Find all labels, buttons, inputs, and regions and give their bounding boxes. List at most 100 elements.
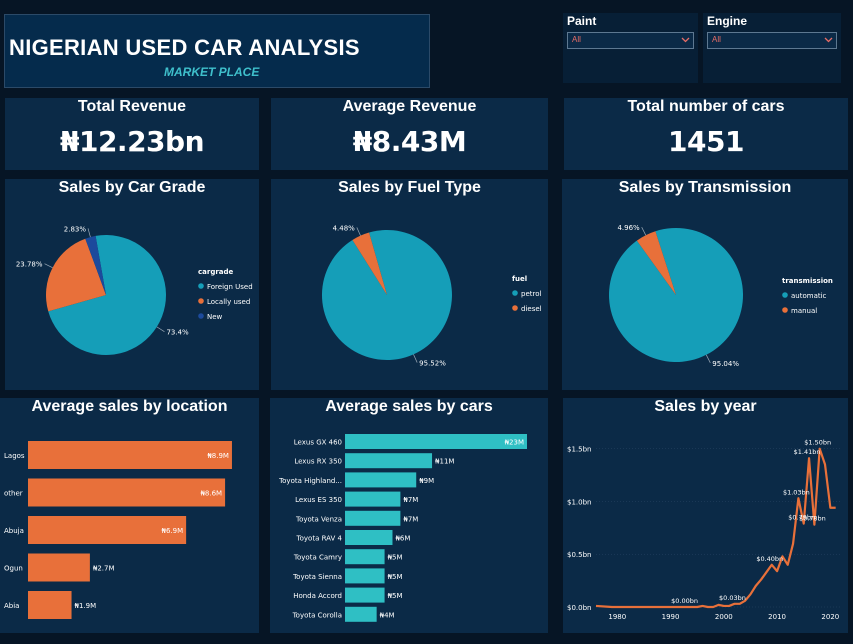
pie-value-label-new: 2.83% — [64, 225, 87, 233]
bar-toyota-camry — [345, 549, 385, 565]
bar-lexus-es-350 — [345, 491, 401, 507]
bar-lexus-gx-460 — [345, 434, 527, 449]
chevron-down-icon — [681, 37, 690, 43]
bar-honda-accord — [345, 587, 385, 603]
bar-toyota-sienna — [345, 568, 385, 584]
point-label: $0.78bn — [799, 515, 826, 523]
bar-category-toyota-camry: Toyota Camry — [293, 554, 342, 562]
pie-slice-petrol — [321, 230, 452, 361]
bar-ogun — [28, 553, 90, 582]
engine-slicer: Engine All — [703, 13, 841, 83]
bar-toyota-corolla — [345, 606, 377, 622]
kpi-average-revenue-label: Average Revenue — [342, 98, 477, 115]
legend-label-diesel: diesel — [521, 305, 542, 313]
bar-value-label-toyota-rav-4: ₦6M — [395, 535, 410, 543]
paint-dropdown-value: All — [572, 35, 581, 44]
paint-slicer: Paint All — [563, 13, 698, 83]
kpi-total-revenue-value: ₦12.23bn — [59, 125, 205, 158]
legend-label-automatic: automatic — [791, 292, 827, 300]
bar-category-other: other — [4, 490, 23, 498]
paint-slicer-label: Paint — [567, 14, 597, 28]
bar-category-lexus-gx-460: Lexus GX 460 — [294, 439, 342, 447]
pie-value-label-locally-used: 23.78% — [16, 261, 43, 269]
location-chart-title: Average sales by location — [31, 398, 228, 415]
year-line-chart: $0.0bn $0.5bn $1.0bn $1.5bn 1980 1990 2000 2010… — [567, 439, 841, 621]
bar-category-lexus-rx-350: Lexus RX 350 — [294, 458, 342, 466]
chevron-down-icon — [824, 37, 833, 43]
engine-dropdown-value: All — [712, 35, 721, 44]
engine-dropdown[interactable]: All — [707, 32, 837, 49]
location-bar-panel: Average sales by location Lagos ₦8.9M othe… — [0, 398, 259, 633]
kpi-total-cars-label: Total number of cars — [627, 98, 785, 115]
bar-category-toyota-highland-: Toyota Highland... — [278, 477, 342, 485]
pie-slice-foreign-used — [48, 234, 166, 355]
engine-slicer-label: Engine — [707, 14, 748, 28]
legend-marker-automatic — [782, 292, 788, 298]
sales-line — [595, 447, 836, 609]
transmission-chart-title: Sales by Transmission — [618, 179, 792, 196]
legend-label-locally-used: Locally used — [207, 298, 250, 306]
legend-marker-diesel — [512, 305, 518, 311]
bar-lagos — [28, 441, 232, 469]
kpi-total-revenue-label: Total Revenue — [77, 98, 187, 115]
point-label: $1.50bn — [804, 439, 831, 447]
pie-value-label-petrol: 95.52% — [419, 360, 446, 368]
legend-title: fuel — [512, 275, 527, 283]
pie-leader-diesel — [356, 227, 361, 236]
transmission-pie-panel: Sales by Transmission 95.04% 4.96% transmi… — [562, 179, 848, 390]
bar-category-toyota-rav-4: Toyota RAV 4 — [296, 535, 343, 543]
bar-value-label-ogun: ₦2.7M — [93, 565, 115, 573]
bar-toyota-highland- — [345, 472, 417, 488]
pie-leader-new — [87, 228, 91, 238]
bar-value-label-other: ₦8.6M — [200, 490, 222, 498]
paint-dropdown[interactable]: All — [567, 32, 694, 49]
point-label: $0.79bn — [788, 514, 815, 522]
year-chart-title: Sales by year — [654, 398, 757, 415]
bar-value-label-toyota-camry: ₦5M — [388, 554, 403, 562]
pie-leader-locally-used — [44, 263, 53, 269]
bar-abuja — [28, 516, 187, 544]
pie-slice-new — [85, 235, 106, 295]
legend-label-new: New — [207, 313, 223, 321]
bar-category-lagos: Lagos — [4, 452, 25, 460]
pie-leader-foreign-used — [156, 326, 165, 332]
grade-pie-chart: 73.4% 23.78% 2.83% cargrade Foreign Used Loca… — [16, 225, 253, 355]
legend-marker-new — [198, 313, 204, 319]
y-tick-label: $1.0bn — [567, 498, 591, 506]
y-tick-label: $0.0bn — [567, 604, 591, 612]
fuel-pie-chart: 95.52% 4.48% fuel petrol diesel — [321, 224, 542, 368]
pie-leader-manual — [641, 227, 647, 236]
legend-label-petrol: petrol — [521, 290, 542, 298]
point-label: $1.41bn — [794, 448, 821, 456]
kpi-total-revenue: Total Revenue ₦12.23bn — [5, 98, 259, 170]
bar-category-toyota-sienna: Toyota Sienna — [292, 573, 342, 581]
pie-value-label-manual: 4.96% — [617, 224, 640, 232]
bar-category-lexus-es-350: Lexus ES 350 — [295, 496, 342, 504]
pie-slice-diesel — [352, 232, 387, 295]
bar-value-label-honda-accord: ₦5M — [388, 592, 403, 600]
kpi-average-revenue: Average Revenue ₦8.43M — [271, 98, 548, 170]
pie-leader-petrol — [413, 354, 418, 363]
bar-value-label-toyota-venza: ₦7M — [403, 515, 418, 523]
x-tick-label: 2010 — [768, 613, 786, 621]
y-tick-label: $0.5bn — [567, 551, 591, 559]
grade-chart-title: Sales by Car Grade — [58, 179, 206, 196]
bar-value-label-abuja: ₦6.9M — [161, 527, 183, 535]
dashboard-title: NIGERIAN USED CAR ANALYSIS — [9, 35, 360, 60]
kpi-total-cars-value: 1451 — [668, 125, 744, 158]
pie-value-label-foreign-used: 73.4% — [166, 329, 189, 337]
kpi-total-cars: Total number of cars 1451 — [564, 98, 848, 170]
transmission-pie-chart: 95.04% 4.96% transmission automatic manual — [609, 224, 833, 368]
bar-lexus-rx-350 — [345, 453, 433, 469]
x-tick-label: 1980 — [608, 613, 626, 621]
pie-slice-manual — [636, 231, 676, 295]
pie-value-label-diesel: 4.48% — [333, 224, 356, 232]
bar-value-label-lagos: ₦8.9M — [207, 452, 229, 460]
grade-pie-panel: Sales by Car Grade 73.4% 23.78% 2.83% cargr… — [5, 179, 259, 390]
pie-leader-automatic — [705, 354, 711, 363]
kpi-average-revenue-value: ₦8.43M — [352, 125, 467, 158]
legend-marker-locally-used — [198, 298, 204, 304]
bar-value-label-lexus-gx-460: ₦23M — [505, 439, 524, 447]
x-tick-label: 2000 — [715, 613, 733, 621]
bar-category-toyota-venza: Toyota Venza — [295, 515, 342, 523]
